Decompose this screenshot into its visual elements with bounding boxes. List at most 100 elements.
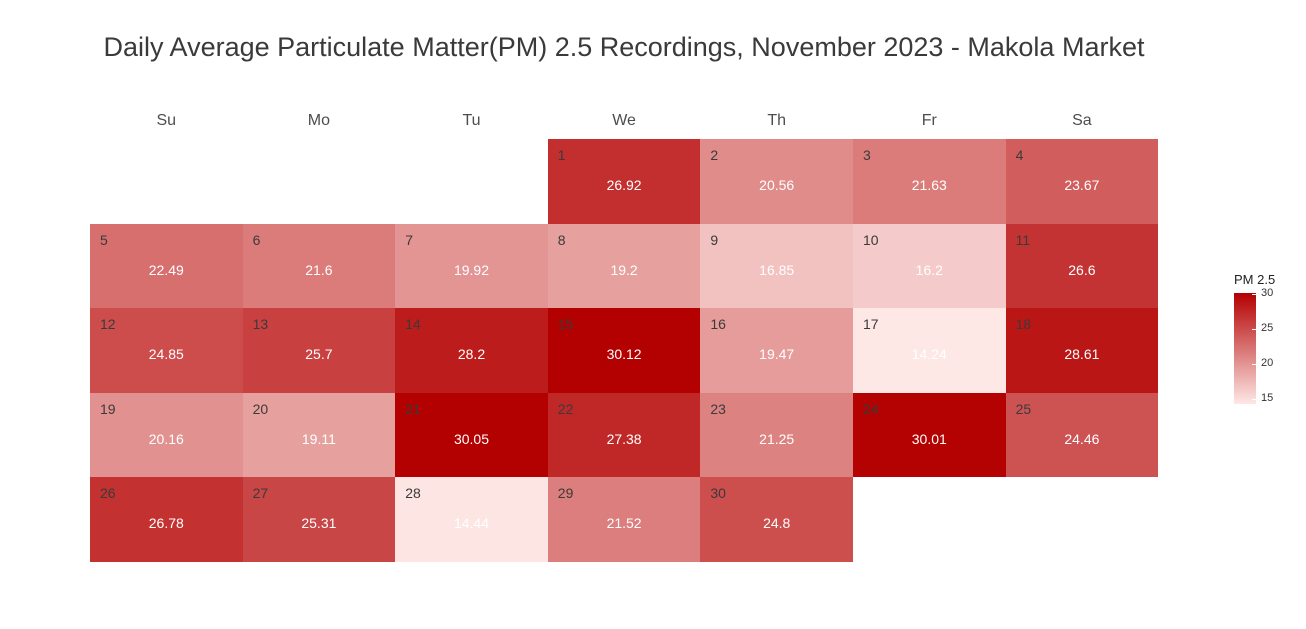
- weekday-header: Fr: [921, 112, 937, 129]
- day-number: 18: [1015, 316, 1032, 332]
- day-cell: 17 14.24: [853, 308, 1006, 393]
- day-number: 23: [710, 400, 726, 417]
- day-value-label: 28.61: [1064, 346, 1100, 362]
- legend-tick-mark: [1252, 363, 1256, 365]
- day-cell: 8 19.2: [547, 223, 701, 308]
- day-number: 27: [252, 485, 269, 501]
- day-value-label: 27.38: [606, 430, 642, 447]
- day-cell: 10 16.2: [853, 223, 1006, 308]
- day-cell: 3 21.63: [853, 139, 1006, 224]
- day-value-label: 14.24: [911, 346, 947, 362]
- day-value-label: 20.16: [148, 430, 184, 447]
- day-number: 17: [863, 316, 879, 332]
- day-cell: 18 28.61: [1005, 308, 1159, 393]
- day-cell: 25 24.46: [1005, 392, 1159, 477]
- day-number: 14: [405, 316, 421, 332]
- day-cell: 20 19.11: [242, 392, 396, 477]
- day-cell: 5 22.49: [90, 223, 243, 308]
- day-number: 6: [252, 231, 261, 248]
- day-value-label: 26.92: [606, 177, 642, 193]
- day-value-label: 21.25: [759, 430, 795, 447]
- weekday-header: Mo: [307, 112, 330, 129]
- day-number: 19: [100, 400, 116, 417]
- legend-tick-label: 25: [1261, 321, 1274, 334]
- day-value-label: 23.67: [1064, 177, 1100, 193]
- day-value-label: 19.11: [301, 430, 336, 447]
- weekday-header: We: [612, 112, 636, 129]
- day-number: 22: [557, 400, 574, 417]
- weekday-header: Sa: [1072, 112, 1092, 129]
- day-number: 25: [1015, 400, 1032, 417]
- day-number: 28: [405, 485, 421, 501]
- weekday-header: Tu: [462, 112, 481, 129]
- weekday-header: Th: [767, 112, 787, 129]
- day-cell: 28 14.44: [395, 477, 548, 562]
- day-cell: 15 30.12: [547, 308, 701, 393]
- day-number: 10: [863, 231, 879, 248]
- legend-tick-mark: [1252, 293, 1256, 295]
- day-value-label: 19.92: [453, 261, 489, 278]
- day-number: 21: [405, 400, 421, 417]
- day-value-label: 14.44: [453, 515, 489, 531]
- day-value-label: 30.12: [606, 346, 642, 362]
- day-cell: 27 25.31: [242, 477, 396, 562]
- day-number: 5: [100, 231, 108, 248]
- day-value-label: 22.49: [148, 261, 184, 278]
- day-value-label: 30.05: [453, 430, 489, 447]
- legend-color-bar: [1234, 293, 1256, 404]
- day-value-label: 26.78: [148, 515, 184, 531]
- day-number: 7: [405, 231, 413, 248]
- day-value-label: 30.01: [911, 430, 947, 447]
- day-cell: 12 24.85: [90, 308, 243, 393]
- day-value-label: 19.2: [610, 261, 638, 278]
- day-number: 12: [100, 316, 116, 332]
- day-cell: 13 25.7: [242, 308, 396, 393]
- weekday-header: Su: [156, 112, 177, 129]
- day-number: 16: [710, 316, 726, 332]
- day-value-label: 16.2: [915, 261, 943, 278]
- legend-tick-label: 15: [1261, 391, 1274, 404]
- day-cell: 4 23.67: [1005, 139, 1159, 224]
- day-value-label: 21.52: [606, 515, 642, 531]
- legend-tick-label: 30: [1261, 286, 1274, 299]
- day-number: 24: [863, 400, 879, 417]
- day-cell: 30 24.8: [700, 477, 853, 562]
- day-cell: 2 20.56: [700, 139, 853, 224]
- day-number: 11: [1015, 231, 1031, 248]
- day-number: 20: [252, 400, 269, 417]
- day-value-label: 21.6: [305, 261, 333, 278]
- day-cell: 19 20.16: [90, 392, 243, 477]
- day-number: 26: [100, 485, 116, 501]
- day-value-label: 28.2: [457, 346, 486, 362]
- day-number: 1: [557, 147, 566, 163]
- day-cell: 22 27.38: [547, 392, 701, 477]
- day-cell: 29 21.52: [547, 477, 701, 562]
- day-cell: 21 30.05: [395, 392, 548, 477]
- day-cell: 14 28.2: [395, 308, 548, 393]
- day-number: 3: [863, 147, 871, 163]
- day-value-label: 19.47: [759, 346, 795, 362]
- legend-tick-mark: [1252, 328, 1256, 330]
- day-value-label: 21.63: [911, 177, 947, 193]
- chart-title: Daily Average Particulate Matter(PM) 2.5…: [103, 32, 1145, 62]
- day-value-label: 24.8: [763, 515, 791, 531]
- legend-title: PM 2.5: [1234, 272, 1276, 287]
- day-number: 29: [557, 485, 574, 501]
- day-number: 15: [557, 316, 574, 332]
- day-value-label: 20.56: [759, 177, 795, 193]
- day-cell: 23 21.25: [700, 392, 853, 477]
- day-number: 13: [252, 316, 269, 332]
- day-number: 30: [710, 485, 726, 501]
- day-number: 4: [1015, 147, 1024, 163]
- day-cell: 11 26.6: [1005, 223, 1159, 308]
- day-value-label: 25.31: [301, 515, 337, 531]
- day-cell: 6 21.6: [242, 223, 396, 308]
- day-value-label: 25.7: [305, 346, 333, 362]
- day-value-label: 24.46: [1064, 430, 1100, 447]
- legend-tick-mark: [1252, 398, 1256, 400]
- day-value-label: 24.85: [148, 346, 184, 362]
- day-cell: 1 26.92: [547, 139, 701, 224]
- day-value-label: 26.6: [1068, 261, 1096, 278]
- day-cell: 7 19.92: [395, 223, 548, 308]
- day-number: 8: [557, 231, 566, 248]
